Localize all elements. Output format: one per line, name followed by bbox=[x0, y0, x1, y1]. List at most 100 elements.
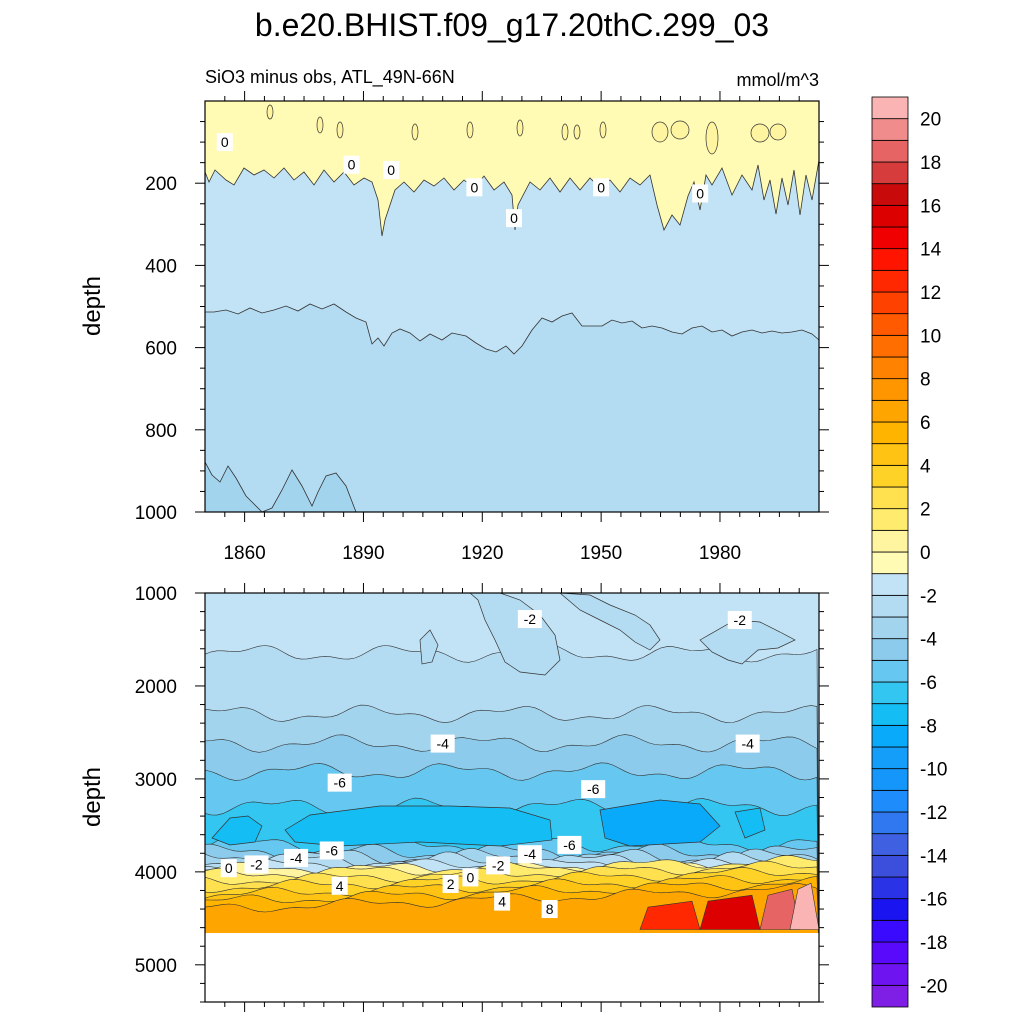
contour-label-text: 0 bbox=[597, 179, 605, 195]
colorbar-box bbox=[871, 573, 909, 596]
contour-label: -6 bbox=[319, 841, 344, 860]
contour-label-box bbox=[486, 856, 511, 875]
contour-label-box bbox=[343, 155, 360, 174]
contour-blob bbox=[599, 799, 721, 847]
top-panel: 200 400 600 800 1000 0 0 0 0 0 0 0 depth bbox=[79, 91, 829, 524]
colorbar-label: -16 bbox=[920, 890, 947, 911]
colorbar-label: -20 bbox=[920, 976, 947, 997]
bottom-x-ticks bbox=[224, 583, 800, 1012]
contour-label: 8 bbox=[541, 900, 558, 919]
contour-label-text: 0 bbox=[696, 185, 704, 201]
colorbar-box bbox=[871, 898, 909, 921]
contour-blob bbox=[559, 593, 661, 651]
chart-subtitle: SiO3 minus obs, ATL_49N-66N bbox=[205, 67, 455, 88]
chart-title: b.e20.BHIST.f09_g17.20thC.299_03 bbox=[255, 7, 769, 43]
contour-label-text: 4 bbox=[336, 878, 344, 894]
contour-blob bbox=[466, 121, 474, 139]
contour-label-text: 8 bbox=[546, 901, 554, 917]
contour-label: -6 bbox=[581, 780, 606, 799]
colorbar-label: 6 bbox=[920, 413, 931, 434]
contour-blob bbox=[411, 123, 419, 141]
colorbar-box bbox=[871, 616, 909, 640]
colorbar-box bbox=[871, 421, 909, 445]
x-tick-labels: 1860 1890 1920 1950 1980 bbox=[223, 543, 741, 564]
contour-label-text: -4 bbox=[524, 846, 537, 862]
colorbar-label: 14 bbox=[920, 240, 942, 261]
colorbar-box bbox=[871, 529, 909, 553]
units-label: mmol/m^3 bbox=[737, 70, 819, 90]
colorbar-label: 10 bbox=[920, 326, 941, 347]
contour-label-box bbox=[442, 874, 459, 893]
colorbar-box bbox=[871, 833, 909, 856]
contour-label-text: 2 bbox=[447, 876, 455, 892]
contour-band bbox=[639, 900, 701, 930]
top-y-ticks: 200 400 600 800 1000 bbox=[135, 121, 829, 524]
top-contour-labels: 0 0 0 0 0 0 0 bbox=[216, 133, 709, 228]
colorbar-label: -10 bbox=[920, 760, 947, 781]
colorbar-label: -6 bbox=[920, 673, 937, 694]
contour-label: 4 bbox=[331, 876, 348, 895]
colorbar-box bbox=[871, 356, 909, 380]
colorbar-box bbox=[871, 724, 909, 748]
top-y-tick-label: 400 bbox=[145, 256, 177, 277]
contour-blob bbox=[516, 119, 524, 137]
contour-label: -6 bbox=[557, 835, 582, 854]
colorbar-box bbox=[871, 703, 909, 726]
top-y-tick-label: 600 bbox=[145, 339, 177, 360]
contour-blob bbox=[705, 121, 719, 155]
bottom-y-axis-label: depth bbox=[79, 767, 106, 827]
contour-label: 0 bbox=[593, 178, 610, 197]
bottom-y-tick-label: 2000 bbox=[135, 677, 177, 698]
contour-label-box bbox=[462, 868, 479, 887]
colorbar-box bbox=[871, 746, 909, 770]
top-field bbox=[205, 101, 819, 512]
colorbar-box bbox=[871, 854, 909, 878]
colorbar-box bbox=[871, 551, 909, 575]
contour-label: 0 bbox=[692, 184, 709, 203]
contour-label-text: -6 bbox=[563, 837, 576, 853]
contour-label-box bbox=[557, 835, 582, 854]
contour-label: -2 bbox=[517, 610, 542, 629]
contour-label: 2 bbox=[442, 874, 459, 893]
contour-blob bbox=[599, 121, 607, 139]
colorbar-box bbox=[871, 118, 909, 141]
contour-label-box bbox=[244, 855, 269, 874]
top-y-tick-label: 800 bbox=[145, 421, 177, 442]
bottom-y-tick-label: 1000 bbox=[135, 584, 177, 605]
colorbar-box bbox=[871, 638, 909, 661]
contour-label-box bbox=[494, 892, 511, 911]
contour-label: -2 bbox=[486, 856, 511, 875]
x-tick-label: 1980 bbox=[699, 543, 741, 564]
colorbar-box bbox=[871, 876, 909, 900]
contour-label-text: -2 bbox=[734, 612, 747, 628]
top-small-contours bbox=[266, 104, 787, 155]
colorbar-labels: 20181614121086420-2-4-6-8-10-12-14-16-18… bbox=[920, 110, 948, 998]
contour-label-text: 4 bbox=[498, 894, 506, 910]
contour-label-box bbox=[331, 876, 348, 895]
contour-label: 0 bbox=[220, 859, 237, 878]
contour-label: -4 bbox=[517, 845, 542, 864]
contour-label-text: -4 bbox=[290, 850, 303, 866]
contour-label-text: 0 bbox=[470, 179, 478, 195]
contour-label: 4 bbox=[494, 892, 511, 911]
contour-label-box bbox=[692, 184, 709, 203]
contour-label-text: 0 bbox=[387, 162, 395, 178]
colorbar-box bbox=[871, 919, 909, 943]
contour-blob bbox=[266, 104, 274, 120]
contour-label: -4 bbox=[284, 848, 309, 867]
colorbar-box bbox=[871, 334, 909, 358]
contour-label-text: -4 bbox=[436, 736, 449, 752]
contour-label-box bbox=[581, 780, 606, 799]
colorbar-label: 4 bbox=[920, 456, 931, 477]
colorbar-box bbox=[871, 291, 909, 315]
bottom-panel: 1000 2000 3000 4000 5000 -2 -2 -4 -4 -6 -6 0 -2 -4 -6… bbox=[79, 583, 829, 1012]
top-x-ticks bbox=[224, 91, 800, 522]
colorbar-label: -8 bbox=[920, 716, 937, 737]
contour-label-text: 0 bbox=[225, 860, 233, 876]
contour-label-text: -6 bbox=[587, 781, 600, 797]
colorbar-box bbox=[871, 269, 909, 293]
colorbar-box bbox=[871, 594, 909, 618]
contour-label: 0 bbox=[505, 209, 522, 228]
contour-label-text: -6 bbox=[326, 842, 339, 858]
contour-label-box bbox=[383, 161, 400, 180]
